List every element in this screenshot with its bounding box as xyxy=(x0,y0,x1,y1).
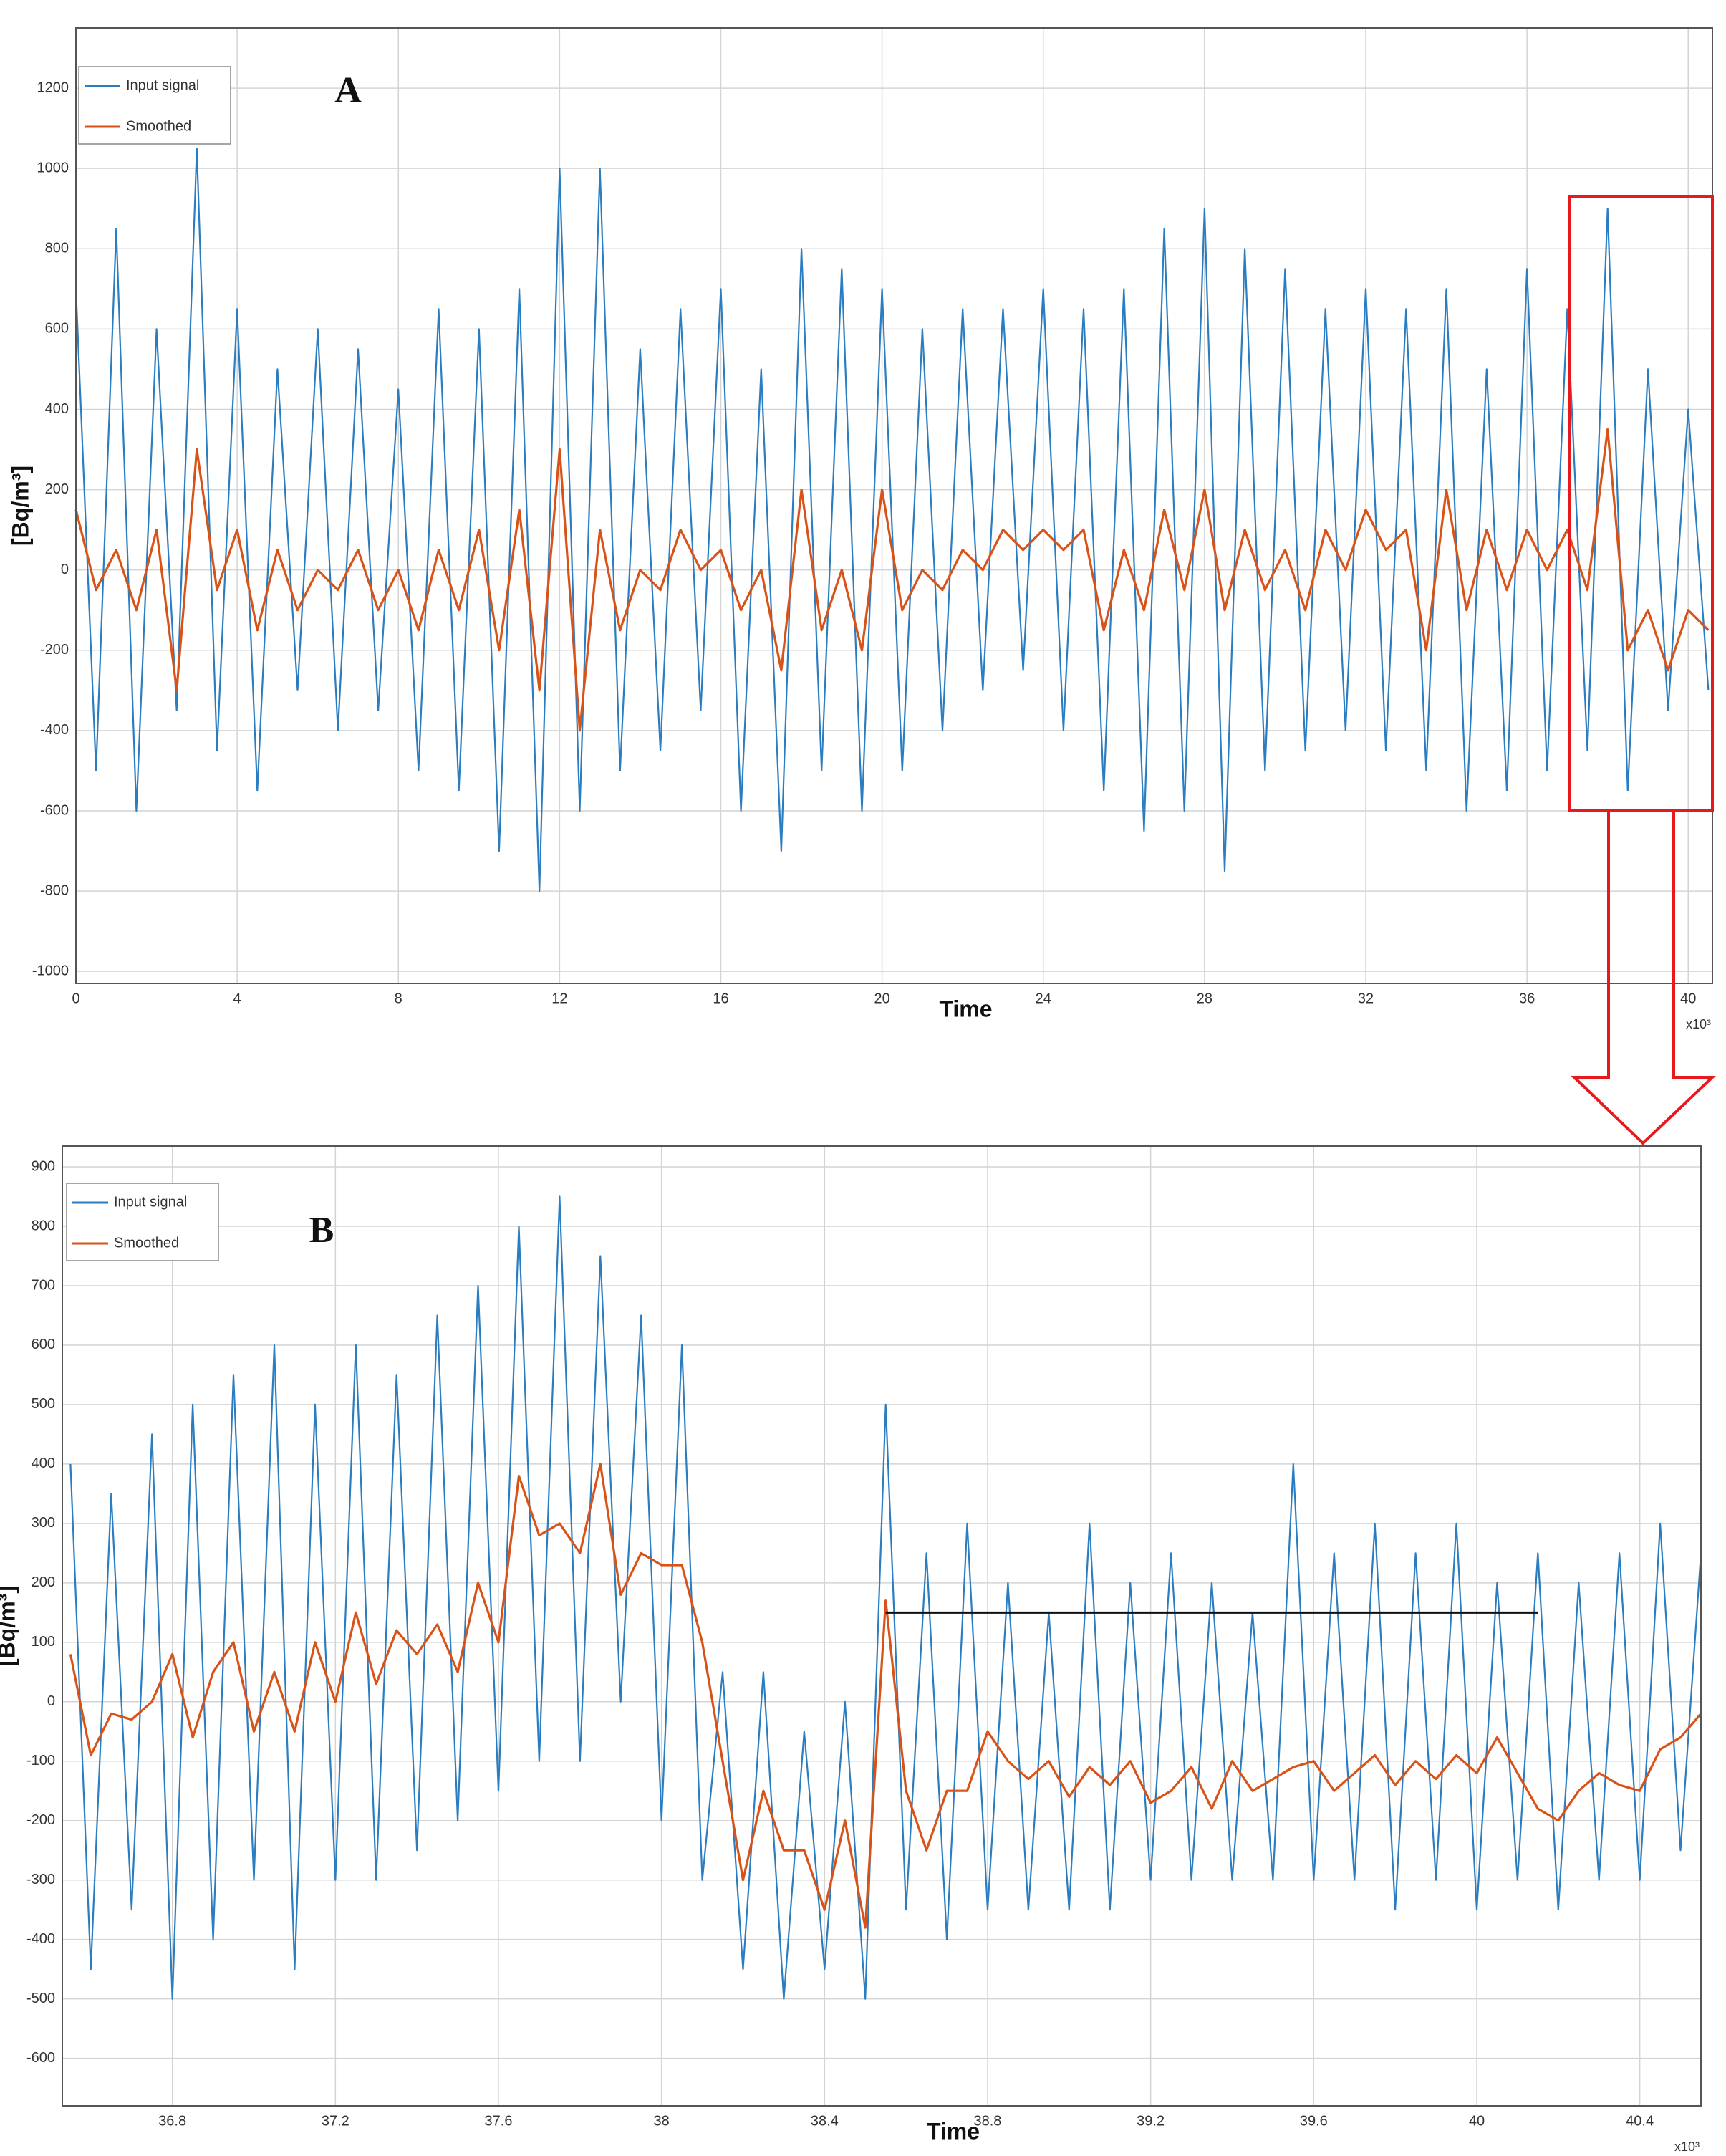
x-multiplier: x10³ xyxy=(1674,2140,1700,2154)
y-tick-label: -800 xyxy=(40,882,69,898)
y-tick-label: 200 xyxy=(45,481,69,497)
plot-frame xyxy=(62,1145,1702,2107)
x-multiplier: x10³ xyxy=(1686,1017,1711,1031)
x-axis-title: Time xyxy=(927,2118,980,2144)
x-tick-label: 38.4 xyxy=(811,2113,839,2129)
legend-label: Smoothed xyxy=(114,1235,179,1251)
x-tick-label: 38.8 xyxy=(974,2113,1002,2129)
y-tick-label: -400 xyxy=(40,722,69,738)
data-line xyxy=(69,1463,1702,1929)
x-tick-label: 36.8 xyxy=(158,2113,186,2129)
x-tick-label: 4 xyxy=(233,991,241,1006)
y-tick-label: -600 xyxy=(40,802,69,818)
y-tick-label: 700 xyxy=(32,1277,55,1293)
x-tick-label: 37.2 xyxy=(322,2113,349,2129)
legend-label: Input signal xyxy=(126,77,199,93)
legend-label: Input signal xyxy=(114,1194,187,1210)
y-axis-title: [Bq/m³] xyxy=(7,466,33,546)
y-tick-label: 1200 xyxy=(37,80,69,95)
x-tick-label: 28 xyxy=(1197,991,1212,1006)
x-tick-label: 39.2 xyxy=(1137,2113,1165,2129)
x-tick-label: 20 xyxy=(874,991,889,1006)
panel-label: A xyxy=(334,70,362,111)
y-tick-label: 400 xyxy=(45,401,69,417)
zoom-arrow xyxy=(1571,809,1717,1145)
y-tick-label: -600 xyxy=(26,2050,55,2066)
data-line xyxy=(74,428,1710,732)
y-tick-label: 800 xyxy=(32,1218,55,1233)
x-tick-label: 39.6 xyxy=(1300,2113,1328,2129)
legend-box xyxy=(66,1183,219,1261)
y-tick-label: 500 xyxy=(32,1396,55,1412)
legend-label: Smoothed xyxy=(126,118,191,134)
plot-area xyxy=(62,1146,1701,2106)
x-tick-label: 16 xyxy=(713,991,728,1006)
y-tick-label: 0 xyxy=(47,1693,55,1709)
x-tick-label: 40 xyxy=(1469,2113,1485,2129)
y-tick-label: -100 xyxy=(26,1753,55,1768)
y-tick-label: 200 xyxy=(32,1574,55,1590)
y-tick-label: 600 xyxy=(45,321,69,337)
x-tick-label: 38 xyxy=(654,2113,670,2129)
data-line xyxy=(74,148,1710,892)
x-tick-label: 8 xyxy=(395,991,402,1006)
y-tick-label: -200 xyxy=(40,642,69,658)
chart-panel: -1000-800-600-400-2000200400600800100012… xyxy=(7,27,1713,1031)
y-tick-label: 400 xyxy=(32,1455,55,1471)
panel-label: B xyxy=(309,1210,334,1251)
y-tick-label: -300 xyxy=(26,1872,55,1887)
y-tick-label: 1000 xyxy=(37,160,69,175)
x-tick-label: 37.6 xyxy=(485,2113,513,2129)
data-line xyxy=(69,1195,1702,2000)
x-tick-label: 40 xyxy=(1680,991,1696,1006)
y-tick-label: 900 xyxy=(32,1158,55,1174)
y-tick-label: 600 xyxy=(32,1337,55,1352)
y-tick-label: 100 xyxy=(32,1634,55,1650)
x-tick-label: 0 xyxy=(72,991,79,1006)
y-axis-title: [Bq/m³] xyxy=(0,1586,19,1666)
legend-box xyxy=(78,66,231,145)
y-tick-label: 300 xyxy=(32,1515,55,1531)
x-tick-label: 12 xyxy=(551,991,567,1006)
x-tick-label: 40.4 xyxy=(1626,2113,1654,2129)
x-axis-title: Time xyxy=(939,996,992,1021)
y-tick-label: -400 xyxy=(26,1931,55,1947)
y-tick-label: 800 xyxy=(45,241,69,256)
plot-area xyxy=(76,28,1712,983)
y-tick-label: -200 xyxy=(26,1812,55,1828)
y-tick-label: 0 xyxy=(61,562,69,577)
y-tick-label: -1000 xyxy=(32,963,69,978)
x-tick-label: 36 xyxy=(1519,991,1535,1006)
x-tick-label: 32 xyxy=(1358,991,1374,1006)
x-tick-label: 24 xyxy=(1036,991,1051,1006)
chart-panel: -600 -500 -400 -300 -200 -100 0 100 200 300 400 500… xyxy=(0,1145,1702,2154)
y-tick-label: -500 xyxy=(26,1991,55,2006)
